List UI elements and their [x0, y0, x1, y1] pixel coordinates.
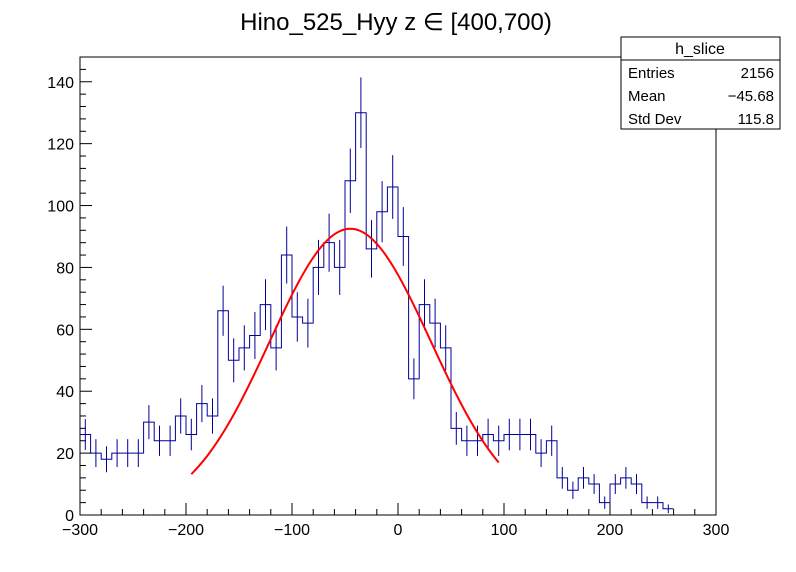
x-tick-label: −100 [274, 522, 310, 539]
stats-box-frame [620, 36, 781, 130]
x-axis: −300 −200 −100 0 100 200 300 [62, 503, 729, 539]
stats-mean-value: −45.68 [728, 88, 774, 105]
histogram-bin [324, 243, 335, 515]
histogram-bin [239, 348, 250, 515]
histogram-bin [228, 360, 239, 515]
stats-mean-label: Mean [628, 88, 666, 105]
chart-title: Hino_525_Hyy z ∈ [400,700) [240, 9, 552, 36]
histogram-bin [356, 113, 367, 515]
x-tick-label: 0 [394, 522, 403, 539]
stats-stddev-value: 115.8 [738, 111, 774, 128]
x-tick-label: −300 [62, 522, 98, 539]
histogram-bin [281, 255, 292, 515]
x-tick-label: 300 [703, 522, 730, 539]
y-tick-label: 0 [65, 508, 74, 525]
histogram-bars [80, 113, 674, 515]
error-bars [84, 77, 669, 514]
histogram-bin [303, 323, 314, 515]
stats-box: h_slice Entries 2156 Mean −45.68 Std Dev… [620, 36, 781, 130]
y-tick-label: 80 [56, 260, 74, 277]
histogram-bin [334, 267, 345, 515]
stats-entries-value: 2156 [741, 65, 774, 82]
histogram-bin [366, 249, 377, 515]
histogram-bin [387, 187, 398, 515]
histogram-bin [271, 348, 282, 515]
histogram-bin [345, 181, 356, 515]
gaussian-fit-curve [190, 227, 500, 475]
y-tick-label: 40 [56, 384, 74, 401]
histogram-bin [218, 311, 229, 515]
y-tick-label: 20 [56, 446, 74, 463]
histogram-outline [80, 112, 674, 510]
y-tick-label: 120 [47, 137, 74, 154]
stats-box-title: h_slice [675, 41, 725, 58]
histogram-bin [292, 317, 303, 515]
x-tick-label: 100 [491, 522, 518, 539]
y-axis: 0 20 40 60 80 100 120 140 [47, 56, 92, 525]
y-tick-label: 140 [47, 75, 74, 92]
stats-entries-label: Entries [628, 65, 675, 82]
histogram-bin [250, 336, 261, 515]
histogram-bin [377, 212, 388, 515]
y-tick-label: 100 [47, 199, 74, 216]
x-tick-label: 200 [597, 522, 624, 539]
histogram-bin [313, 267, 324, 515]
x-tick-label: −200 [168, 522, 204, 539]
stats-stddev-label: Std Dev [628, 111, 682, 128]
y-tick-label: 60 [56, 322, 74, 339]
histogram-bin [260, 305, 271, 515]
